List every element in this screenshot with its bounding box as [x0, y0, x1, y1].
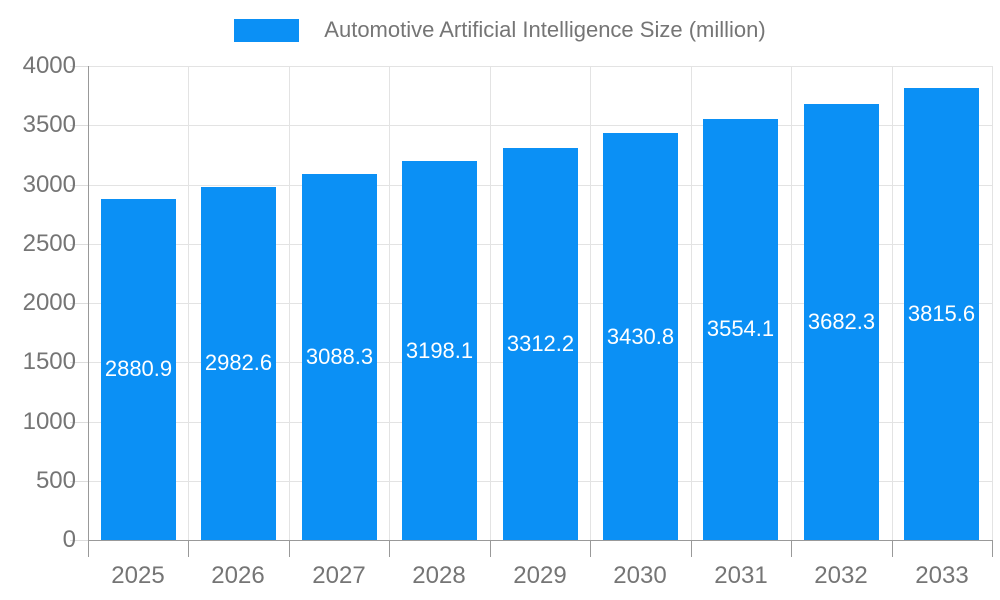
bar-value-label: 3815.6: [907, 301, 976, 326]
y-tick-label: 3500: [22, 111, 76, 139]
x-tick-label: 2033: [915, 562, 969, 589]
x-tick-label: 2026: [211, 562, 265, 589]
y-tick-label: 2000: [22, 289, 76, 316]
bar: [703, 118, 778, 540]
legend: Automotive Artificial Intelligence Size …: [0, 17, 1000, 43]
x-axis-tick: [389, 540, 391, 557]
bar-value-label: 3554.1: [706, 316, 775, 341]
bar-value-label: 3430.8: [606, 324, 675, 349]
grid-line-v: [590, 66, 592, 540]
bar-value-label: 3198.1: [405, 338, 474, 363]
bar: [804, 103, 879, 540]
y-tick-label: 3000: [22, 170, 76, 198]
grid-line-v: [891, 66, 893, 540]
grid-line-v: [992, 66, 993, 540]
chart-title: Automotive Artificial Intelligence Size …: [324, 17, 766, 42]
y-axis-tick: [70, 125, 88, 127]
bar-value-label: 3682.3: [807, 309, 876, 334]
x-axis-tick: [288, 540, 290, 557]
grid-line-v: [188, 66, 190, 540]
y-axis-tick: [70, 362, 88, 364]
bar-value-label: 2880.9: [104, 356, 173, 381]
x-axis-tick: [891, 540, 893, 557]
y-tick-label: 2500: [22, 229, 76, 257]
y-axis-line: [88, 66, 89, 541]
y-tick-label: 500: [35, 466, 76, 494]
y-axis-tick: [70, 66, 88, 67]
y-tick-label: 0: [62, 526, 76, 553]
grid-line-v: [791, 66, 793, 540]
x-axis-tick: [791, 540, 793, 557]
x-tick-label: 2031: [714, 562, 768, 589]
bar: [904, 87, 979, 540]
grid-line-h: [88, 66, 992, 67]
x-axis-tick: [489, 540, 491, 557]
y-axis-tick: [70, 303, 88, 304]
y-axis-tick: [70, 480, 88, 482]
legend-swatch: [234, 18, 300, 42]
grid-line-v: [288, 66, 290, 540]
grid-line-v: [489, 66, 491, 540]
x-axis-tick: [690, 540, 692, 557]
x-tick-label: 2030: [613, 562, 667, 589]
bar: [503, 147, 578, 540]
y-tick-label: 1500: [22, 348, 76, 376]
x-axis-tick: [590, 540, 592, 557]
x-tick-label: 2025: [111, 562, 165, 589]
bar: [402, 161, 477, 540]
x-axis-tick: [188, 540, 190, 557]
grid-line-v: [690, 66, 692, 540]
bar: [101, 198, 176, 540]
bar-value-label: 3088.3: [305, 344, 374, 369]
x-axis-line: [88, 540, 992, 541]
y-axis-tick: [70, 243, 88, 245]
x-tick-label: 2029: [513, 562, 567, 589]
y-axis-tick: [70, 184, 88, 186]
y-tick-label: 4000: [22, 52, 76, 79]
y-tick-label: 1000: [22, 407, 76, 435]
grid-line-h: [88, 125, 992, 127]
bar-value-label: 2982.6: [204, 350, 273, 375]
bar: [201, 186, 276, 540]
x-tick-label: 2032: [814, 562, 868, 589]
x-axis-tick: [992, 540, 993, 557]
y-axis-tick: [70, 540, 88, 541]
bar: [302, 174, 377, 540]
x-axis-tick: [88, 540, 89, 557]
bar: [603, 133, 678, 540]
x-tick-label: 2028: [412, 562, 466, 589]
y-axis-tick: [70, 421, 88, 423]
x-tick-label: 2027: [312, 562, 366, 589]
bar-value-label: 3312.2: [506, 331, 575, 356]
grid-line-v: [389, 66, 391, 540]
